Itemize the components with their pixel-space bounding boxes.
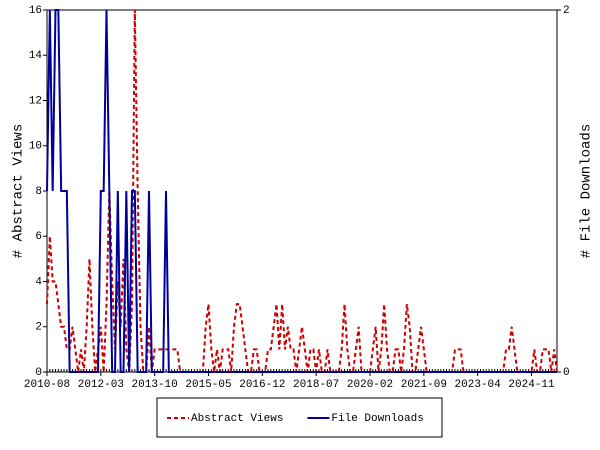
legend-label: Abstract Views — [191, 413, 283, 425]
data-line — [46, 9, 557, 373]
x-tick-label: 2018-07 — [293, 379, 339, 391]
y-axis-label: # Abstract Views — [11, 124, 27, 258]
y2-tick-label: 0 — [563, 367, 570, 379]
y-tick-label: 8 — [35, 186, 42, 198]
x-tick-label: 2010-08 — [24, 379, 70, 391]
y2-axis-label: # File Downloads — [579, 124, 595, 258]
x-tick-label: 2016-12 — [239, 379, 285, 391]
x-tick-label: 2023-04 — [455, 379, 502, 391]
data-line — [46, 9, 558, 373]
y-tick-label: 4 — [35, 276, 42, 288]
legend-label: File Downloads — [331, 413, 423, 425]
y-tick-label: 16 — [29, 5, 42, 17]
y-tick-label: 14 — [29, 50, 43, 62]
x-tick-label: 2013-10 — [132, 379, 178, 391]
x-tick-label: 2020-02 — [347, 379, 393, 391]
y-tick-label: 2 — [35, 322, 42, 334]
legend-box — [156, 397, 443, 438]
x-tick-label: 2024-11 — [508, 379, 555, 391]
x-tick-label: 2021-09 — [401, 379, 447, 391]
y2-tick-label: 2 — [563, 5, 570, 17]
x-tick-label: 2012-03 — [78, 379, 124, 391]
y-tick-label: 10 — [29, 141, 42, 153]
y-tick-label: 6 — [35, 231, 42, 243]
y-tick-label: 0 — [35, 367, 42, 379]
y-tick-label: 12 — [29, 95, 42, 107]
x-tick-label: 2015-05 — [185, 379, 231, 391]
